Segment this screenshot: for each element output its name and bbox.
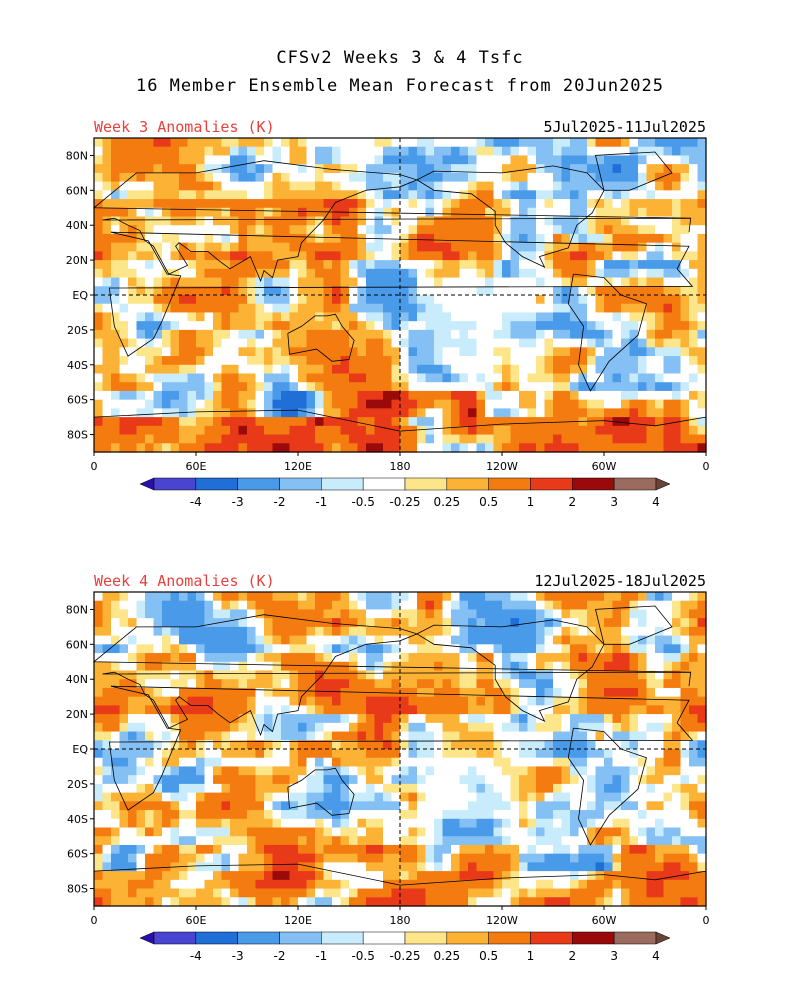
lat-tick-label: 80N bbox=[66, 149, 88, 162]
lon-tick-label: 60W bbox=[592, 460, 617, 473]
week4-anomaly-map: 80N 60N 40N 20N EQ 20S 40S 60S 80S 0 60E 120E 180 120… bbox=[66, 591, 710, 927]
colorbar-label: 1 bbox=[527, 495, 535, 509]
week3-panel-title: Week 3 Anomalies (K) bbox=[94, 118, 275, 136]
lon-tick-label: 60E bbox=[186, 460, 207, 473]
colorbar-segment bbox=[613, 931, 657, 945]
week3-anomaly-map: 80N 60N 40N 20N EQ 20S 40S 60S 80S 0 60E 120E 180 120… bbox=[66, 137, 710, 473]
lon-tick-label: 0 bbox=[91, 460, 98, 473]
colorbar-segment bbox=[572, 477, 615, 491]
colorbar-label: 0.5 bbox=[479, 495, 498, 509]
colorbar-segment bbox=[195, 931, 238, 945]
colorbar-segment bbox=[613, 477, 657, 491]
lat-tick-label: 20S bbox=[67, 324, 88, 337]
colorbar-segment bbox=[153, 477, 197, 491]
lon-tick-label: 120E bbox=[284, 914, 312, 927]
colorbar-segment bbox=[153, 931, 197, 945]
colorbar-label: -2 bbox=[274, 495, 286, 509]
colorbar-segment bbox=[279, 931, 322, 945]
colorbar-label: -1 bbox=[315, 949, 327, 963]
colorbar-max-arrow bbox=[655, 931, 670, 945]
lat-tick-label: 40S bbox=[67, 359, 88, 372]
lon-tick-label: 120W bbox=[486, 460, 518, 473]
lon-tick-label: 180 bbox=[390, 460, 411, 473]
colorbar-segment bbox=[237, 931, 280, 945]
colorbar-segment bbox=[362, 931, 406, 945]
week3-date-range: 5Jul2025-11Jul2025 bbox=[543, 118, 706, 136]
lat-tick-label: 40S bbox=[67, 813, 88, 826]
colorbar-label: 3 bbox=[610, 949, 618, 963]
lon-tick-label: 60E bbox=[186, 914, 207, 927]
lat-tick-label: 40N bbox=[66, 673, 88, 686]
colorbar-segment bbox=[530, 931, 573, 945]
week3-colorbar: -4 -3 -2 -1 -0.5 -0.25 0.25 0.5 1 2 3 4 bbox=[140, 477, 670, 509]
colorbar-label: -4 bbox=[190, 495, 202, 509]
colorbar-segment bbox=[404, 477, 448, 491]
lat-tick-label: 60N bbox=[66, 184, 88, 197]
lat-tick-label: 80S bbox=[67, 883, 88, 896]
lon-tick-label: 0 bbox=[703, 460, 710, 473]
lon-tick-label: 0 bbox=[703, 914, 710, 927]
lat-tick-label: 20N bbox=[66, 708, 88, 721]
coastlines bbox=[92, 151, 707, 432]
week4-panel-title: Week 4 Anomalies (K) bbox=[94, 572, 275, 590]
colorbar-segment bbox=[530, 477, 573, 491]
lat-tick-label: 20S bbox=[67, 778, 88, 791]
lat-tick-label: 60S bbox=[67, 848, 88, 861]
coastlines bbox=[92, 605, 707, 886]
colorbar-segment bbox=[572, 931, 615, 945]
lat-tick-label: 40N bbox=[66, 219, 88, 232]
colorbar-label: 3 bbox=[610, 495, 618, 509]
week4-colorbar: -4 -3 -2 -1 -0.5 -0.25 0.25 0.5 1 2 3 4 bbox=[140, 931, 670, 963]
colorbar-segment bbox=[279, 477, 322, 491]
colorbar-segment bbox=[362, 477, 406, 491]
lat-tick-label: 60N bbox=[66, 638, 88, 651]
chart-title-line2: 16 Member Ensemble Mean Forecast from 20… bbox=[135, 76, 665, 96]
colorbar-segment bbox=[446, 931, 489, 945]
colorbar-label: -0.5 bbox=[351, 949, 374, 963]
colorbar-label: 0.25 bbox=[433, 495, 460, 509]
lat-tick-label: EQ bbox=[72, 743, 88, 756]
colorbar-label: 2 bbox=[569, 495, 577, 509]
lon-tick-label: 120W bbox=[486, 914, 518, 927]
colorbar-label: -3 bbox=[232, 495, 244, 509]
colorbar-label: -0.25 bbox=[389, 949, 420, 963]
colorbar-segment bbox=[237, 477, 280, 491]
lon-tick-label: 0 bbox=[91, 914, 98, 927]
anomaly-field bbox=[94, 138, 707, 453]
colorbar-label: -2 bbox=[274, 949, 286, 963]
lon-tick-label: 60W bbox=[592, 914, 617, 927]
chart-title-line1: CFSv2 Weeks 3 & 4 Tsfc bbox=[276, 48, 524, 68]
colorbar-label: 4 bbox=[652, 949, 660, 963]
colorbar-segment bbox=[488, 931, 531, 945]
colorbar-segment bbox=[488, 477, 531, 491]
colorbar-label: 4 bbox=[652, 495, 660, 509]
colorbar-label: 2 bbox=[569, 949, 577, 963]
lon-tick-label: 120E bbox=[284, 460, 312, 473]
colorbar-label: -3 bbox=[232, 949, 244, 963]
colorbar-label: -1 bbox=[315, 495, 327, 509]
week4-date-range: 12Jul2025-18Jul2025 bbox=[534, 572, 706, 590]
colorbar-segment bbox=[195, 477, 238, 491]
colorbar-segment bbox=[404, 931, 448, 945]
lat-tick-label: EQ bbox=[72, 289, 88, 302]
lat-tick-label: 80N bbox=[66, 603, 88, 616]
lat-tick-label: 80S bbox=[67, 429, 88, 442]
colorbar-segment bbox=[321, 477, 364, 491]
colorbar-label: 1 bbox=[527, 949, 535, 963]
colorbar-label: 0.25 bbox=[433, 949, 460, 963]
colorbar-label: 0.5 bbox=[479, 949, 498, 963]
colorbar-label: -0.5 bbox=[351, 495, 374, 509]
lat-tick-label: 20N bbox=[66, 254, 88, 267]
colorbar-label: -0.25 bbox=[389, 495, 420, 509]
lat-tick-label: 60S bbox=[67, 394, 88, 407]
colorbar-segment bbox=[321, 931, 364, 945]
colorbar-label: -4 bbox=[190, 949, 202, 963]
colorbar-segment bbox=[446, 477, 489, 491]
anomaly-field bbox=[94, 592, 707, 907]
lon-tick-label: 180 bbox=[390, 914, 411, 927]
colorbar-max-arrow bbox=[655, 477, 670, 491]
